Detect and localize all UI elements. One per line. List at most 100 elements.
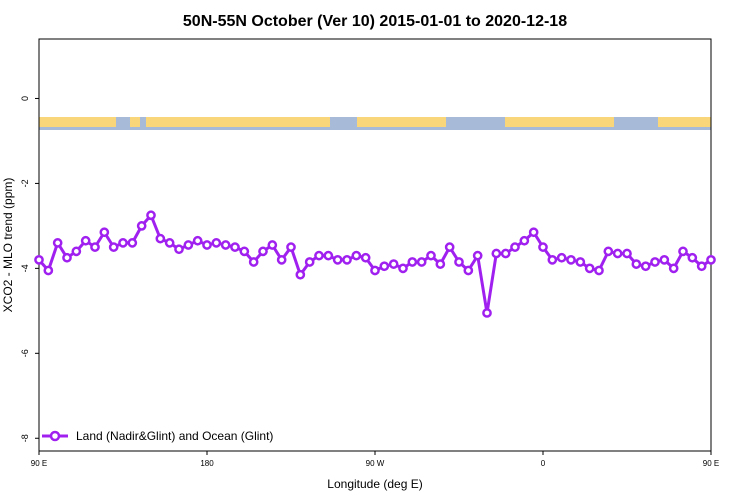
data-point (304, 257, 315, 267)
data-point (575, 257, 586, 267)
data-point (80, 235, 91, 246)
data-point (239, 246, 250, 257)
x-axis: 90 E 180 90 W 0 90 E (31, 451, 719, 468)
data-point (342, 255, 352, 265)
data-point (556, 252, 567, 263)
series-layer (34, 210, 716, 318)
y-tick-label: -4 (20, 264, 30, 272)
data-point (612, 248, 623, 259)
plot-frame (38, 38, 712, 452)
land-band (357, 117, 446, 127)
data-point (99, 227, 110, 238)
data-point (192, 235, 203, 246)
data-point (379, 261, 390, 272)
data-point (71, 246, 82, 257)
data-point (603, 246, 614, 257)
land-band (505, 117, 614, 127)
data-point (650, 257, 660, 267)
data-point (276, 255, 287, 265)
y-tick-label: -8 (20, 434, 30, 442)
x-tick-label: 90 E (31, 459, 47, 468)
land-band (39, 117, 116, 127)
data-point (183, 240, 194, 250)
land-band (658, 117, 711, 127)
land-ocean-strip (39, 117, 711, 130)
data-point (146, 210, 156, 221)
data-point (519, 235, 530, 246)
data-point (108, 242, 119, 252)
data-point (351, 250, 362, 261)
x-tick-label: 0 (541, 459, 546, 468)
data-point (426, 250, 436, 261)
data-point (687, 252, 698, 263)
data-point (500, 248, 511, 259)
legend-label: Land (Nadir&Glint) and Ocean (Glint) (76, 429, 273, 443)
y-axis-label: XCO2 - MLO trend (ppm) (1, 178, 15, 313)
data-point (454, 257, 464, 267)
data-point (640, 261, 651, 272)
data-point (43, 265, 54, 276)
data-point (164, 238, 175, 248)
data-point (314, 250, 324, 261)
data-point (659, 255, 670, 265)
data-point (398, 263, 408, 274)
x-tick-label: 90 E (703, 459, 719, 468)
data-point (248, 257, 259, 267)
data-point (528, 227, 539, 238)
y-tick-label: -2 (20, 179, 30, 187)
data-point (211, 238, 222, 248)
land-band (146, 117, 330, 127)
data-point (584, 263, 595, 274)
chart-title: 50N-55N October (Ver 10) 2015-01-01 to 2… (183, 13, 567, 30)
y-tick-label: -6 (20, 349, 30, 357)
data-point (62, 252, 72, 263)
data-point (622, 248, 632, 259)
data-point (472, 250, 483, 261)
y-tick-label: 0 (20, 96, 30, 101)
data-point (295, 269, 306, 280)
land-band (130, 117, 140, 127)
x-tick-label: 90 W (366, 459, 385, 468)
data-point (696, 261, 707, 272)
data-point (174, 244, 184, 255)
data-point (127, 238, 138, 248)
data-point (258, 246, 268, 257)
data-point (407, 257, 418, 267)
data-point (435, 259, 446, 269)
data-point (631, 259, 642, 269)
data-point (220, 240, 231, 250)
data-point (360, 252, 371, 263)
data-point (491, 248, 502, 259)
data-point (482, 308, 492, 318)
data-point (118, 238, 128, 248)
data-point (286, 242, 296, 252)
data-point (202, 240, 212, 250)
data-point (416, 257, 427, 267)
data-point (510, 242, 520, 252)
data-point (90, 242, 100, 252)
data-point (678, 246, 688, 257)
data-point (668, 263, 679, 274)
data-point (594, 265, 604, 276)
x-tick-label: 180 (200, 459, 214, 468)
data-point (323, 250, 334, 261)
data-point (34, 255, 44, 265)
data-point (52, 238, 63, 248)
data-point (444, 242, 455, 252)
data-point (706, 255, 716, 265)
data-point (267, 240, 278, 250)
y-axis: 0 -2 -4 -6 -8 (20, 96, 39, 442)
data-point (136, 221, 147, 231)
x-axis-label: Longitude (deg E) (327, 477, 422, 491)
data-point (463, 265, 474, 276)
data-point (230, 242, 240, 252)
legend-marker (49, 430, 61, 442)
data-point (538, 242, 548, 252)
data-point (388, 259, 399, 269)
data-point (547, 255, 558, 265)
data-point (155, 233, 166, 244)
data-point (566, 255, 576, 265)
data-point (370, 265, 380, 276)
legend: Land (Nadir&Glint) and Ocean (Glint) (42, 429, 273, 443)
